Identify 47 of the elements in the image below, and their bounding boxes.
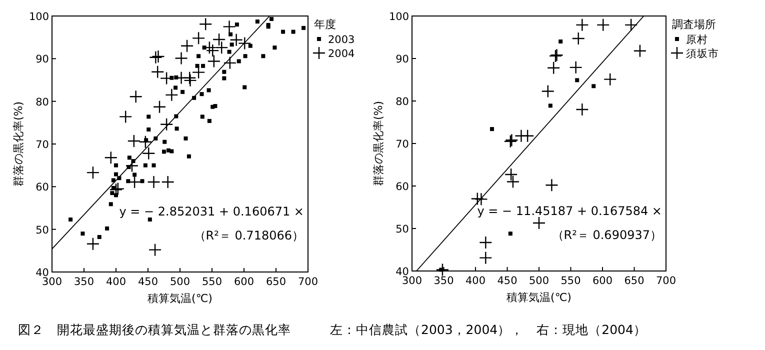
- x-tick-label: 500: [528, 275, 550, 287]
- x-tick-label: 450: [497, 275, 518, 287]
- legend-label: 2003: [328, 34, 355, 46]
- y-tick-label: 100: [388, 11, 409, 23]
- x-tick-label: 700: [298, 276, 318, 288]
- x-tick-label: 350: [74, 276, 94, 288]
- x-tick-label: 600: [592, 275, 613, 287]
- x-tick-label: 450: [138, 276, 158, 288]
- legend-label: 2004: [328, 48, 356, 60]
- y-tick-label: 100: [28, 11, 49, 23]
- annotation: y = − 2.852031 + 0.160671 ×: [119, 204, 304, 219]
- x-tick-label: 400: [465, 275, 486, 287]
- x-axis-title: 積算気温(℃): [148, 292, 212, 305]
- y-axis-title: 群落の黒化率(%): [12, 101, 25, 187]
- y-tick-label: 60: [396, 181, 409, 193]
- x-axis-title: 積算気温(℃): [506, 291, 572, 304]
- y-tick-label: 80: [396, 96, 409, 108]
- legend-label: 原村: [686, 33, 708, 46]
- annotation: y = − 11.45187 + 0.167584 ×: [477, 204, 662, 218]
- caption: 図２ 開花最盛期後の積算気温と群落の黒化率 左：中信農試（2003，2004）， 右：現地（2004）: [18, 322, 646, 337]
- legend: 年度 2003 2004: [312, 18, 355, 60]
- x-tick-label: 500: [170, 276, 190, 288]
- annotation: （R²＝ 0.718066）: [194, 228, 304, 243]
- x-tick-label: 550: [560, 275, 581, 287]
- y-tick-label: 50: [36, 224, 49, 236]
- y-tick-label: 90: [36, 54, 49, 66]
- y-tick-label: 50: [396, 224, 409, 236]
- y-tick-label: 90: [396, 54, 409, 66]
- y-tick-label: 60: [36, 182, 49, 194]
- legend-title: 年度: [314, 18, 336, 31]
- x-tick-label: 550: [202, 276, 222, 288]
- y-axis-title: 群落の黒化率(%): [372, 100, 385, 186]
- legend: 調査場所 原村 須坂市: [670, 18, 719, 60]
- y-tick-label: 70: [396, 138, 409, 150]
- x-tick-label: 350: [434, 275, 454, 287]
- x-tick-label: 300: [42, 276, 62, 288]
- y-tick-label: 70: [36, 139, 49, 151]
- x-tick-label: 650: [624, 275, 644, 287]
- legend-title: 調査場所: [672, 18, 716, 31]
- annotation: （R²＝ 0.690937）: [552, 228, 662, 242]
- legend-label: 須坂市: [686, 47, 719, 60]
- x-tick-label: 400: [106, 276, 126, 288]
- y-tick-label: 80: [36, 96, 49, 108]
- x-tick-label: 650: [266, 276, 286, 288]
- x-tick-label: 300: [402, 275, 422, 287]
- x-tick-label: 700: [656, 275, 676, 287]
- x-tick-label: 600: [234, 276, 254, 288]
